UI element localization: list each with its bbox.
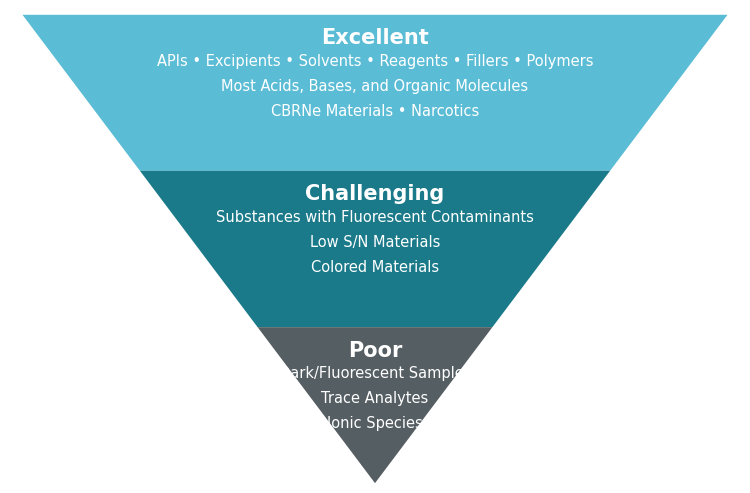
Text: Substances with Fluorescent Contaminants: Substances with Fluorescent Contaminants bbox=[216, 210, 534, 225]
Text: Low S/N Materials: Low S/N Materials bbox=[310, 235, 440, 250]
Text: APIs • Excipients • Solvents • Reagents • Fillers • Polymers: APIs • Excipients • Solvents • Reagents … bbox=[157, 54, 593, 69]
Polygon shape bbox=[22, 15, 728, 171]
Polygon shape bbox=[140, 171, 610, 327]
Text: CBRNe Materials • Narcotics: CBRNe Materials • Narcotics bbox=[271, 104, 479, 119]
Text: Challenging: Challenging bbox=[305, 184, 445, 204]
Polygon shape bbox=[257, 327, 493, 483]
Text: Dark/Fluorescent Samples: Dark/Fluorescent Samples bbox=[279, 366, 471, 382]
Text: Most Acids, Bases, and Organic Molecules: Most Acids, Bases, and Organic Molecules bbox=[221, 79, 529, 94]
Text: Colored Materials: Colored Materials bbox=[311, 260, 439, 275]
Text: Excellent: Excellent bbox=[321, 28, 429, 48]
Text: Trace Analytes: Trace Analytes bbox=[321, 391, 429, 406]
Text: Ionic Species: Ionic Species bbox=[327, 417, 423, 431]
Text: Poor: Poor bbox=[348, 341, 402, 360]
